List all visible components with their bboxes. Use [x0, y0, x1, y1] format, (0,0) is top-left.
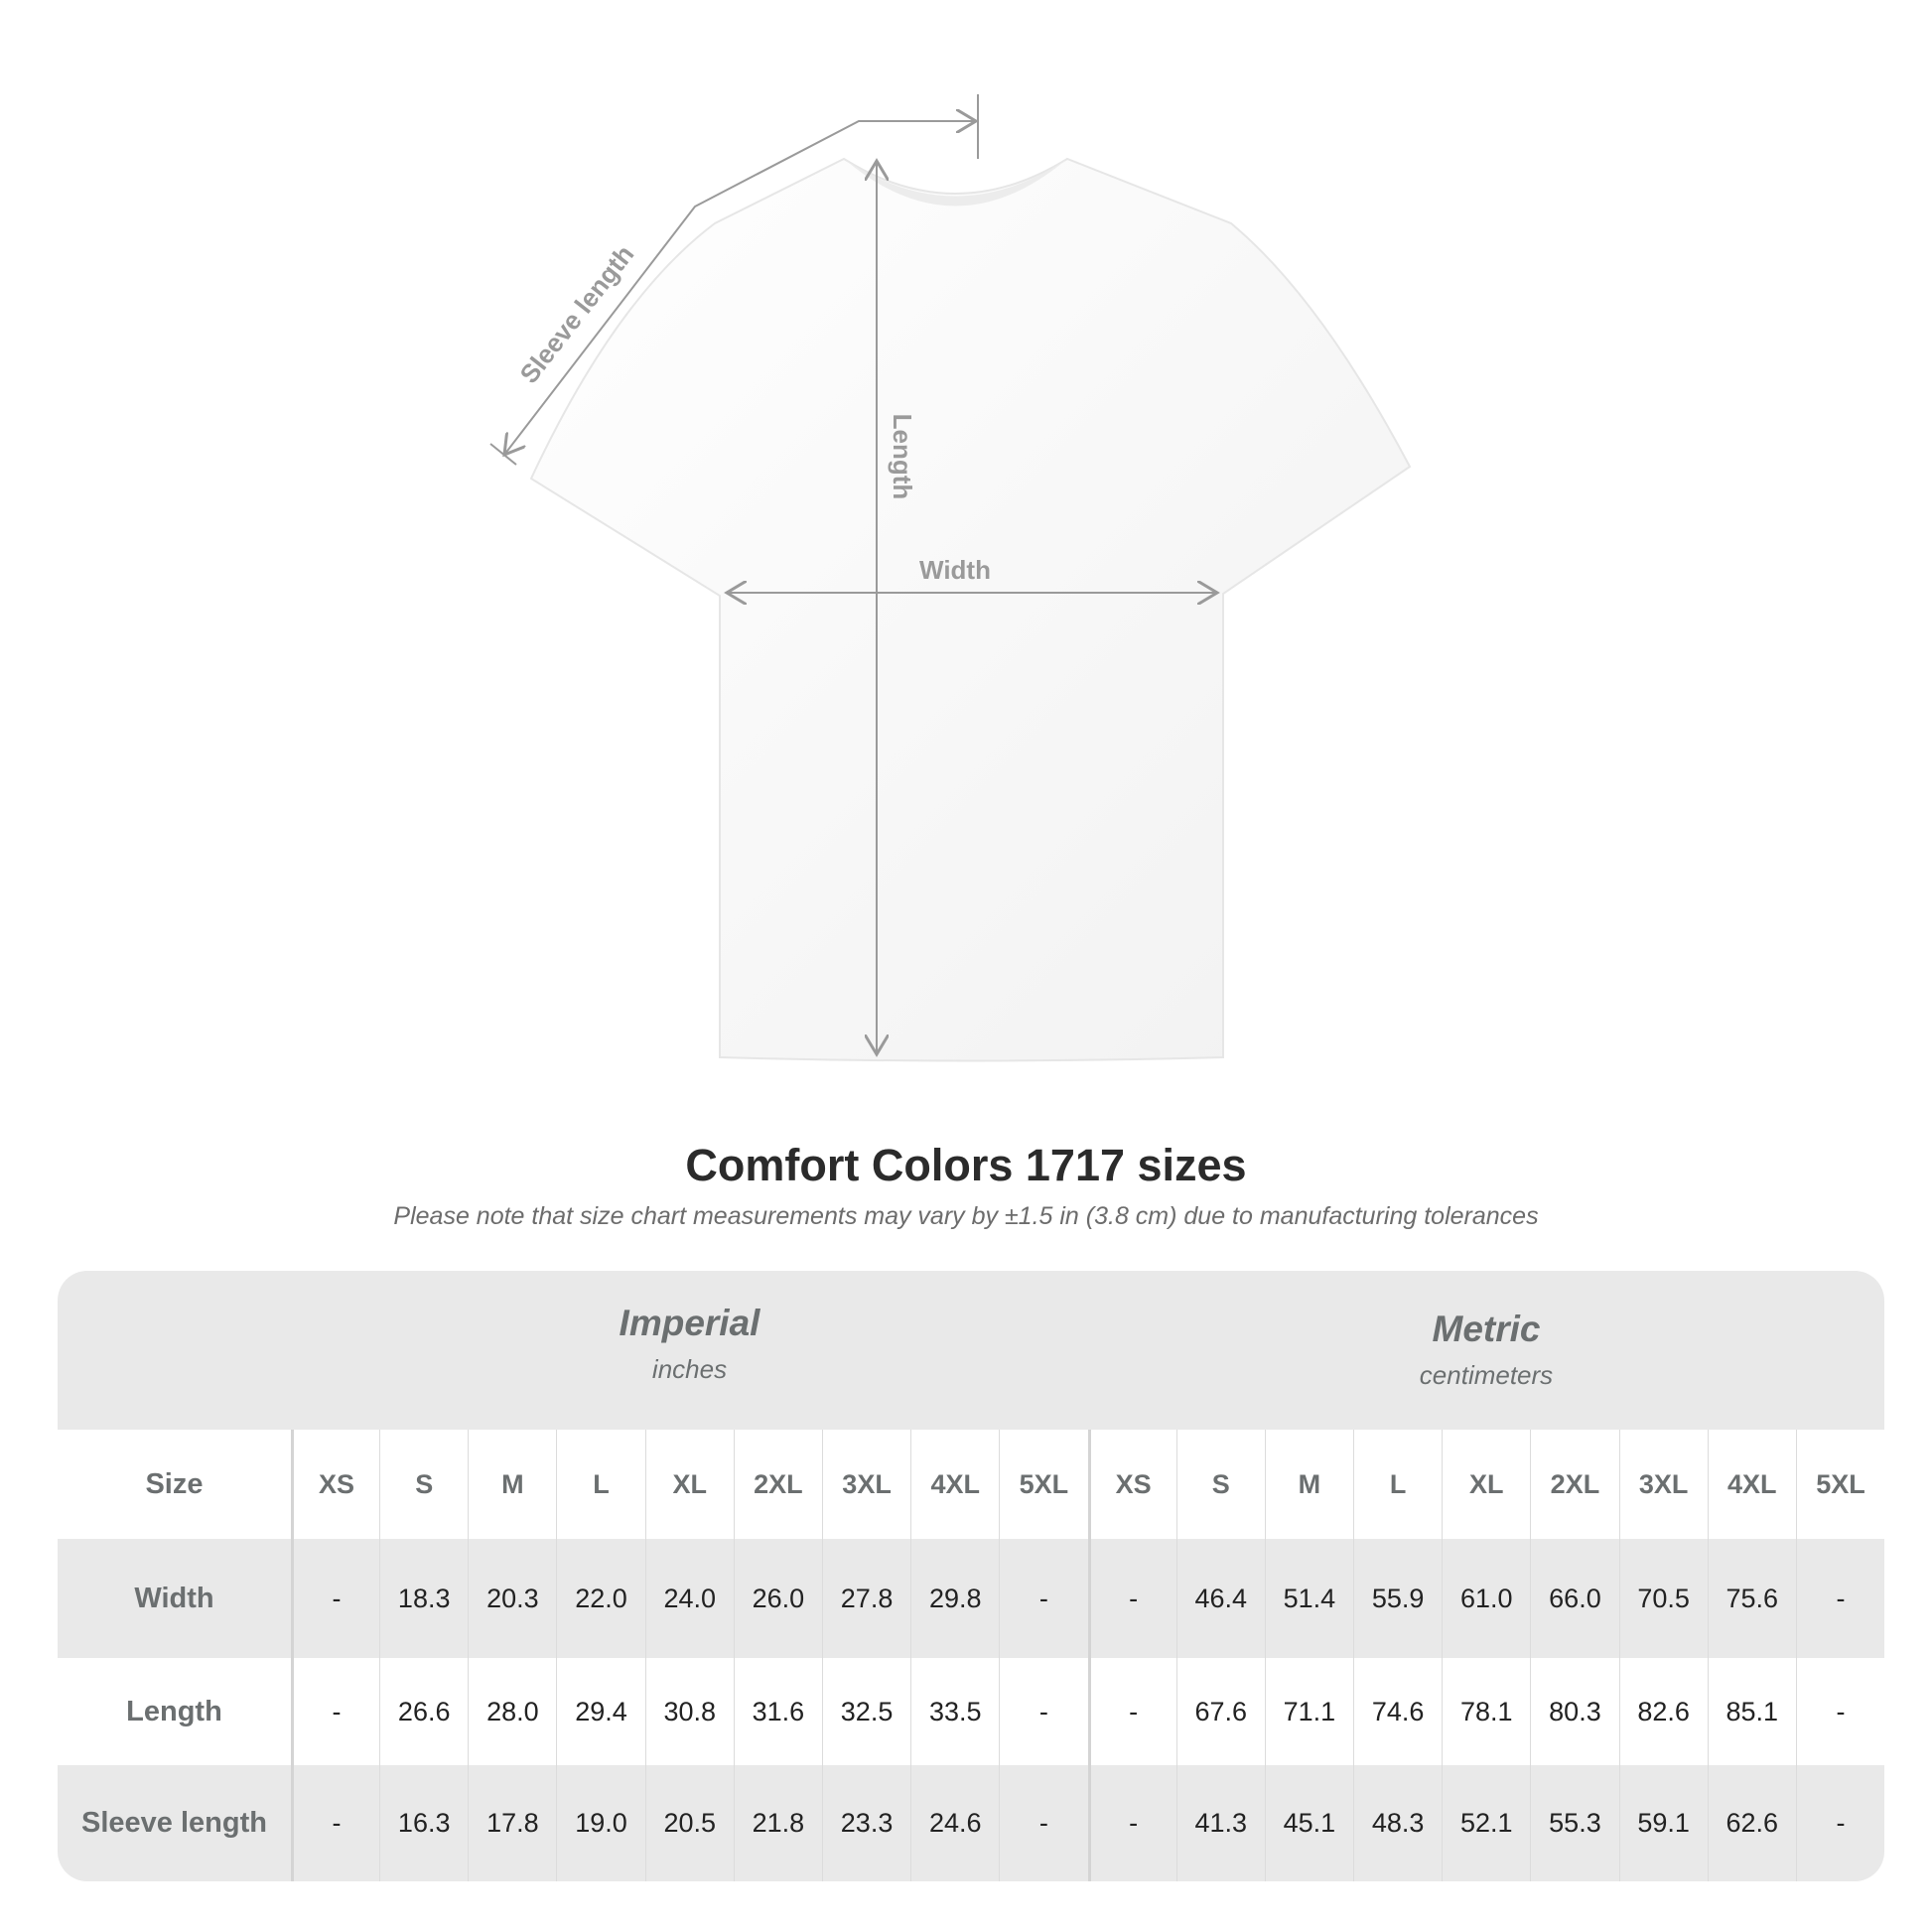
- imperial-size-4xl: 4XL: [910, 1430, 999, 1539]
- size-table: Imperial inches Metric centimeters Size X…: [58, 1271, 1884, 1881]
- metric-size-xl: XL: [1442, 1430, 1530, 1539]
- table-header-band: [58, 1271, 1884, 1430]
- tolerance-note: Please note that size chart measurements…: [393, 1202, 1539, 1230]
- tshirt-diagram: Sleeve length Length Width: [489, 94, 1412, 1062]
- imperial-value: 28.0: [468, 1658, 556, 1765]
- imperial-size-m: M: [468, 1430, 556, 1539]
- imperial-value: 32.5: [821, 1658, 910, 1765]
- metric-value: 78.1: [1442, 1658, 1530, 1765]
- table-row: Length -26.6 28.0 29.4 30.8 31.6 32.5 33.5- -67.…: [58, 1658, 1884, 1765]
- row-label: Length: [126, 1695, 222, 1727]
- metric-size-l: L: [1353, 1430, 1442, 1539]
- metric-group: Metric centimeters: [1088, 1309, 1884, 1391]
- metric-value: 59.1: [1618, 1765, 1708, 1881]
- chart-title: Comfort Colors 1717 sizes: [685, 1140, 1247, 1190]
- metric-value: 45.1: [1264, 1765, 1353, 1881]
- imperial-value: 22.0: [556, 1539, 644, 1658]
- metric-size-2xl: 2XL: [1530, 1430, 1618, 1539]
- imperial-title: Imperial: [619, 1303, 760, 1343]
- imperial-size-2xl: 2XL: [733, 1430, 822, 1539]
- length-label: Length: [888, 414, 917, 500]
- imperial-size-s: S: [379, 1430, 468, 1539]
- imperial-value: 29.4: [556, 1658, 644, 1765]
- metric-size-m: M: [1264, 1430, 1353, 1539]
- table-header-row: Size XS S M L XL 2XL 3XL 4XL 5XL XS S M L XL 2XL 3XL 4XL 5…: [58, 1430, 1884, 1539]
- row-label: Sleeve length: [80, 1807, 267, 1839]
- imperial-value: 26.0: [733, 1539, 822, 1658]
- imperial-value: -: [999, 1658, 1087, 1765]
- metric-value: 41.3: [1175, 1765, 1265, 1881]
- metric-value: 71.1: [1264, 1658, 1353, 1765]
- metric-value: 51.4: [1264, 1539, 1353, 1658]
- metric-value: 80.3: [1530, 1658, 1618, 1765]
- imperial-value: 29.8: [910, 1539, 999, 1658]
- metric-value: -: [1795, 1765, 1884, 1881]
- imperial-value: 20.5: [644, 1765, 734, 1881]
- imperial-group: Imperial inches: [291, 1303, 1088, 1385]
- metric-size-4xl: 4XL: [1707, 1430, 1796, 1539]
- metric-value: 52.1: [1442, 1765, 1530, 1881]
- metric-size-5xl: 5XL: [1795, 1430, 1884, 1539]
- tshirt-body: [529, 157, 1412, 1062]
- metric-value: 70.5: [1618, 1539, 1708, 1658]
- imperial-size-3xl: 3XL: [821, 1430, 910, 1539]
- metric-value: 74.6: [1353, 1658, 1442, 1765]
- imperial-value: 23.3: [821, 1765, 910, 1881]
- imperial-value: 33.5: [910, 1658, 999, 1765]
- imperial-value: 21.8: [733, 1765, 822, 1881]
- imperial-size-l: L: [556, 1430, 644, 1539]
- metric-value: 82.6: [1618, 1658, 1708, 1765]
- imperial-unit: inches: [651, 1354, 728, 1384]
- imperial-value: -: [290, 1658, 379, 1765]
- imperial-value: 19.0: [556, 1765, 644, 1881]
- metric-value: 61.0: [1442, 1539, 1530, 1658]
- sleeve-measure-line: [504, 121, 976, 455]
- sleeve-tick: [489, 443, 517, 466]
- imperial-size-xs: XS: [290, 1430, 379, 1539]
- metric-value: 46.4: [1175, 1539, 1265, 1658]
- imperial-value: 27.8: [821, 1539, 910, 1658]
- imperial-value: -: [999, 1539, 1087, 1658]
- metric-value: 75.6: [1707, 1539, 1796, 1658]
- imperial-value: 24.0: [644, 1539, 734, 1658]
- imperial-value: 18.3: [379, 1539, 468, 1658]
- imperial-value: 16.3: [379, 1765, 468, 1881]
- width-label: Width: [919, 555, 991, 585]
- imperial-value: -: [290, 1539, 379, 1658]
- metric-unit: centimeters: [1419, 1360, 1554, 1390]
- metric-value: 85.1: [1707, 1658, 1796, 1765]
- imperial-value: 31.6: [733, 1658, 822, 1765]
- metric-title: Metric: [1432, 1309, 1541, 1349]
- table-row: Width -18.3 20.3 22.0 24.0 26.0 27.8 29.8- -46.4…: [58, 1539, 1884, 1658]
- imperial-value: 20.3: [468, 1539, 556, 1658]
- metric-value: 66.0: [1530, 1539, 1618, 1658]
- metric-value: -: [1795, 1539, 1884, 1658]
- imperial-value: 26.6: [379, 1658, 468, 1765]
- imperial-value: 24.6: [910, 1765, 999, 1881]
- metric-size-xs: XS: [1087, 1430, 1176, 1539]
- imperial-value: -: [290, 1765, 379, 1881]
- metric-value: -: [1795, 1658, 1884, 1765]
- imperial-value: 30.8: [644, 1658, 734, 1765]
- row-label: Width: [134, 1582, 214, 1614]
- metric-value: 48.3: [1353, 1765, 1442, 1881]
- metric-value: -: [1087, 1658, 1176, 1765]
- metric-value: 55.9: [1353, 1539, 1442, 1658]
- imperial-value: 17.8: [468, 1765, 556, 1881]
- table-row: Sleeve length -16.3 17.8 19.0 20.5 21.8 23.3 24…: [58, 1765, 1884, 1881]
- metric-size-s: S: [1175, 1430, 1265, 1539]
- metric-value: -: [1087, 1539, 1176, 1658]
- metric-size-3xl: 3XL: [1618, 1430, 1708, 1539]
- metric-value: 55.3: [1530, 1765, 1618, 1881]
- imperial-size-5xl: 5XL: [999, 1430, 1087, 1539]
- imperial-value: -: [999, 1765, 1087, 1881]
- metric-value: 62.6: [1707, 1765, 1796, 1881]
- imperial-size-xl: XL: [644, 1430, 734, 1539]
- metric-value: -: [1087, 1765, 1176, 1881]
- size-label: Size: [145, 1467, 204, 1500]
- metric-value: 67.6: [1175, 1658, 1265, 1765]
